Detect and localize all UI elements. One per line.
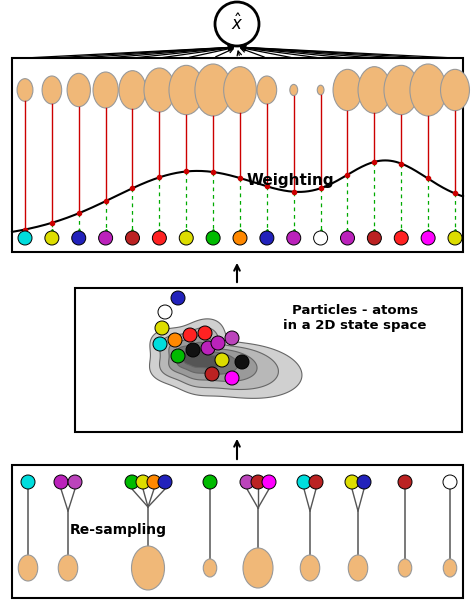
Bar bbox=[12, 58, 463, 252]
Circle shape bbox=[126, 231, 139, 245]
Circle shape bbox=[398, 475, 412, 489]
Ellipse shape bbox=[443, 559, 457, 577]
Ellipse shape bbox=[317, 85, 324, 95]
Circle shape bbox=[203, 475, 217, 489]
Circle shape bbox=[179, 231, 193, 245]
Ellipse shape bbox=[358, 67, 391, 113]
Circle shape bbox=[99, 231, 113, 245]
Bar bbox=[12, 465, 463, 598]
Circle shape bbox=[201, 341, 215, 355]
Circle shape bbox=[240, 475, 254, 489]
Circle shape bbox=[21, 475, 35, 489]
Circle shape bbox=[235, 355, 249, 369]
Circle shape bbox=[153, 337, 167, 351]
Text: $\hat{x}$: $\hat{x}$ bbox=[231, 14, 243, 34]
Circle shape bbox=[262, 475, 276, 489]
Circle shape bbox=[205, 367, 219, 381]
Circle shape bbox=[45, 231, 59, 245]
Circle shape bbox=[18, 231, 32, 245]
Circle shape bbox=[206, 231, 220, 245]
Circle shape bbox=[72, 231, 86, 245]
Ellipse shape bbox=[195, 64, 231, 116]
Ellipse shape bbox=[17, 78, 33, 101]
Circle shape bbox=[158, 475, 172, 489]
Circle shape bbox=[367, 231, 382, 245]
Ellipse shape bbox=[398, 559, 412, 577]
Ellipse shape bbox=[410, 64, 447, 116]
Circle shape bbox=[171, 349, 185, 363]
Polygon shape bbox=[177, 343, 238, 374]
Circle shape bbox=[251, 475, 265, 489]
Circle shape bbox=[147, 475, 161, 489]
Ellipse shape bbox=[224, 67, 256, 113]
Ellipse shape bbox=[257, 76, 277, 104]
Circle shape bbox=[340, 231, 355, 245]
Circle shape bbox=[186, 343, 200, 357]
Circle shape bbox=[215, 2, 259, 46]
Circle shape bbox=[155, 321, 169, 335]
Circle shape bbox=[260, 231, 274, 245]
Circle shape bbox=[125, 475, 139, 489]
Ellipse shape bbox=[93, 72, 118, 108]
Circle shape bbox=[287, 231, 301, 245]
Ellipse shape bbox=[144, 68, 175, 112]
Circle shape bbox=[357, 475, 371, 489]
Ellipse shape bbox=[169, 65, 203, 115]
Circle shape bbox=[345, 475, 359, 489]
Circle shape bbox=[136, 475, 150, 489]
Circle shape bbox=[68, 475, 82, 489]
Circle shape bbox=[198, 326, 212, 340]
Ellipse shape bbox=[300, 555, 320, 581]
Circle shape bbox=[183, 328, 197, 342]
Circle shape bbox=[215, 353, 229, 367]
Circle shape bbox=[225, 371, 239, 385]
Ellipse shape bbox=[203, 559, 217, 577]
Circle shape bbox=[233, 231, 247, 245]
Circle shape bbox=[421, 231, 435, 245]
Circle shape bbox=[443, 475, 457, 489]
Circle shape bbox=[309, 475, 323, 489]
Ellipse shape bbox=[18, 555, 38, 581]
Text: Particles - atoms
in a 2D state space: Particles - atoms in a 2D state space bbox=[283, 304, 427, 332]
Ellipse shape bbox=[384, 65, 419, 115]
Polygon shape bbox=[160, 327, 278, 390]
Polygon shape bbox=[169, 335, 257, 382]
Circle shape bbox=[448, 231, 462, 245]
Ellipse shape bbox=[440, 69, 469, 111]
Polygon shape bbox=[149, 319, 302, 399]
Circle shape bbox=[54, 475, 68, 489]
Ellipse shape bbox=[290, 84, 298, 96]
Text: Weighting: Weighting bbox=[246, 172, 334, 188]
Circle shape bbox=[211, 336, 225, 350]
Ellipse shape bbox=[42, 76, 62, 104]
Circle shape bbox=[394, 231, 408, 245]
Circle shape bbox=[171, 291, 185, 305]
Ellipse shape bbox=[131, 546, 164, 590]
Text: Re-sampling: Re-sampling bbox=[70, 523, 166, 537]
Ellipse shape bbox=[67, 74, 91, 107]
Ellipse shape bbox=[333, 69, 362, 111]
Ellipse shape bbox=[58, 555, 78, 581]
Ellipse shape bbox=[243, 548, 273, 588]
Circle shape bbox=[314, 231, 328, 245]
Circle shape bbox=[152, 231, 166, 245]
Polygon shape bbox=[183, 348, 222, 368]
Ellipse shape bbox=[348, 555, 368, 581]
Circle shape bbox=[297, 475, 311, 489]
Circle shape bbox=[168, 333, 182, 347]
Circle shape bbox=[225, 331, 239, 345]
Ellipse shape bbox=[119, 71, 146, 109]
Bar bbox=[75, 288, 462, 432]
Circle shape bbox=[158, 305, 172, 319]
